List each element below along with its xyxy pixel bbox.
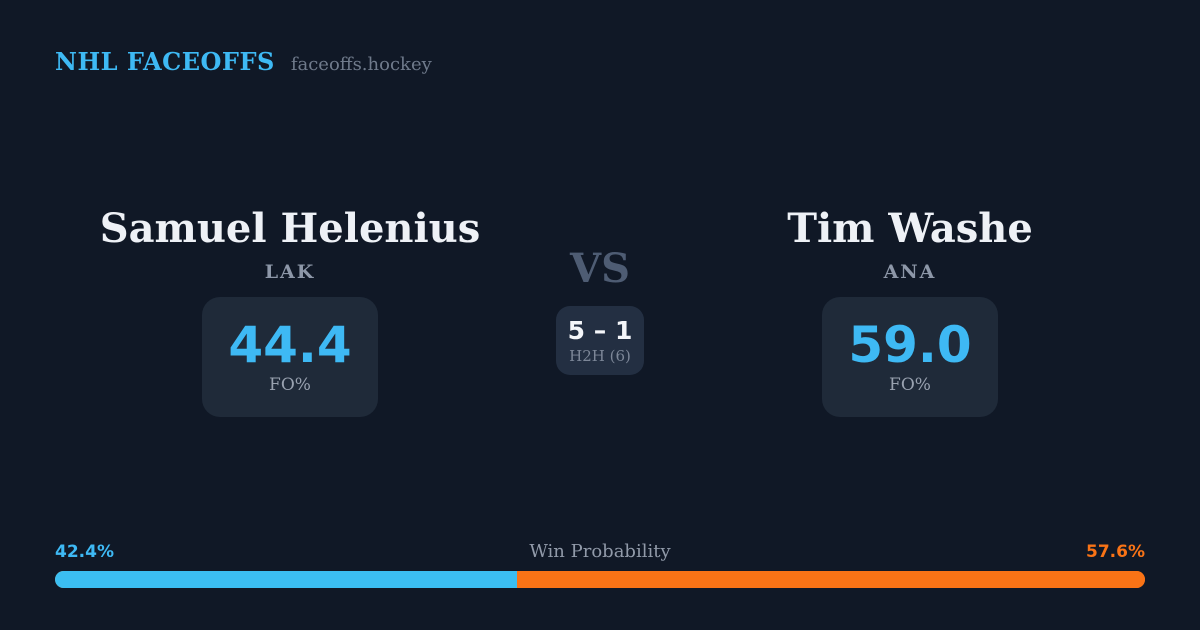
h2h-box: 5 – 1 H2H (6) [556, 306, 644, 375]
vs-label: VS [570, 245, 630, 292]
player-left-fo-label: FO% [269, 375, 311, 396]
versus-section: VS 5 – 1 H2H (6) [500, 249, 700, 375]
player-right-fo-pct: 59.0 [848, 315, 972, 374]
player-left-fo-pct: 44.4 [228, 315, 352, 374]
win-probability-left-pct: 42.4% [55, 542, 114, 562]
player-left-section: Samuel Helenius LAK 44.4 FO% [90, 205, 490, 418]
player-left-name: Samuel Helenius [99, 205, 481, 252]
h2h-score: 5 – 1 [567, 316, 633, 345]
win-probability-bar-right-segment [517, 571, 1145, 588]
h2h-label: H2H (6) [569, 346, 631, 365]
player-right-team: ANA [883, 261, 937, 284]
win-probability-bar-left-segment [55, 571, 518, 588]
win-probability-right-pct: 57.6% [1086, 542, 1145, 562]
player-right-stat-box: 59.0 FO% [822, 297, 998, 418]
header: NHL FACEOFFS faceoffs.hockey [55, 47, 432, 76]
brand-title: NHL FACEOFFS [55, 47, 275, 76]
win-probability-section: 42.4% Win Probability 57.6% [55, 541, 1145, 588]
player-left-stat-box: 44.4 FO% [202, 297, 378, 418]
player-right-name: Tim Washe [787, 205, 1033, 252]
site-url: faceoffs.hockey [290, 54, 432, 75]
win-probability-labels: 42.4% Win Probability 57.6% [55, 541, 1145, 562]
player-right-fo-label: FO% [889, 375, 931, 396]
win-probability-title: Win Probability [529, 541, 671, 562]
win-probability-bar [55, 571, 1145, 588]
player-left-team: LAK [264, 261, 316, 284]
player-right-section: Tim Washe ANA 59.0 FO% [710, 205, 1110, 418]
